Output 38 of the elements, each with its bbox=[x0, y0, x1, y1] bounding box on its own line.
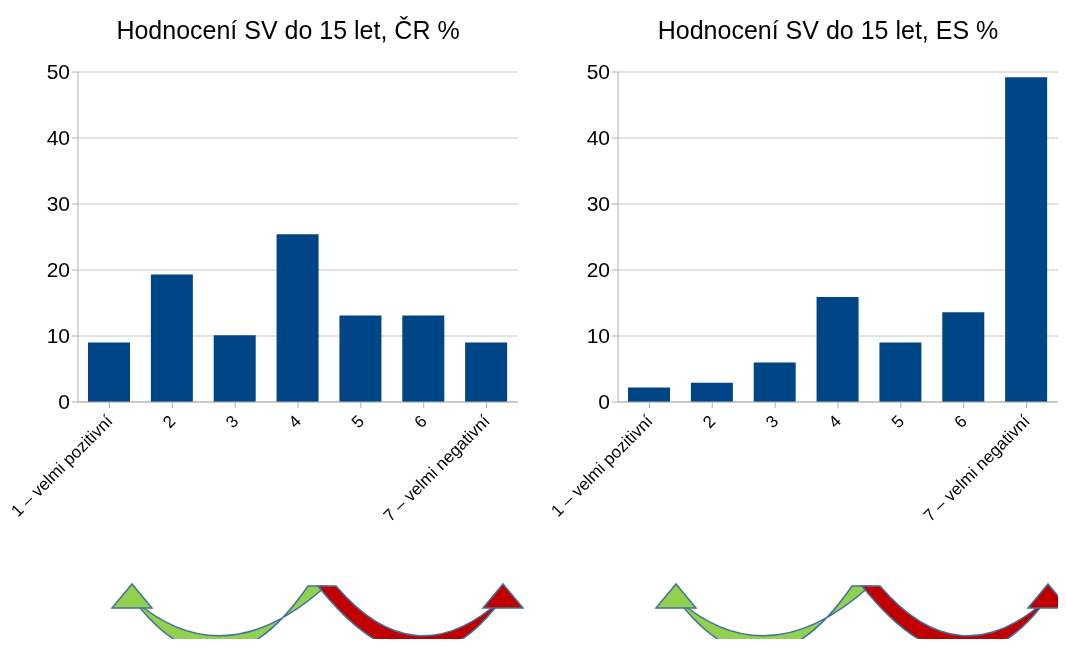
bar bbox=[753, 362, 796, 402]
x-tick-label: 6 bbox=[950, 411, 971, 432]
y-tick-label: 40 bbox=[586, 126, 610, 150]
bar bbox=[465, 342, 508, 402]
x-tick-label: 4 bbox=[824, 411, 846, 432]
y-tick-label: 30 bbox=[586, 192, 610, 216]
chart-title: Hodnocení SV do 15 let, ES % bbox=[656, 15, 1000, 46]
bar bbox=[402, 315, 445, 402]
bar bbox=[816, 297, 859, 402]
bar bbox=[690, 382, 733, 402]
y-tick-label: 0 bbox=[598, 390, 610, 414]
y-tick-label: 10 bbox=[586, 324, 610, 348]
y-tick-label: 50 bbox=[46, 60, 70, 84]
y-tick-label: 20 bbox=[46, 258, 70, 282]
x-tick-label: 5 bbox=[887, 411, 908, 432]
y-tick-label: 10 bbox=[46, 324, 70, 348]
bar bbox=[339, 315, 382, 402]
x-tick-label: 5 bbox=[347, 411, 368, 432]
y-tick-label: 30 bbox=[46, 192, 70, 216]
bar bbox=[150, 274, 193, 402]
x-tick-label: 2 bbox=[699, 411, 720, 432]
bar bbox=[276, 234, 319, 402]
bar bbox=[88, 342, 130, 402]
x-tick-label: 4 bbox=[284, 411, 306, 432]
bar bbox=[942, 312, 985, 402]
bar bbox=[1005, 77, 1048, 402]
x-tick-label: 6 bbox=[410, 411, 431, 432]
x-tick-label: 2 bbox=[159, 411, 180, 432]
y-tick-label: 20 bbox=[586, 258, 610, 282]
y-tick-label: 0 bbox=[58, 390, 70, 414]
y-tick-label: 40 bbox=[46, 126, 70, 150]
bar bbox=[879, 342, 922, 402]
y-tick-label: 50 bbox=[586, 60, 610, 84]
bar bbox=[213, 335, 256, 402]
chart-title: Hodnocení SV do 15 let, ČR % bbox=[115, 15, 461, 46]
x-tick-label: 3 bbox=[222, 411, 243, 432]
bar bbox=[628, 387, 670, 402]
x-tick-label: 3 bbox=[762, 411, 783, 432]
